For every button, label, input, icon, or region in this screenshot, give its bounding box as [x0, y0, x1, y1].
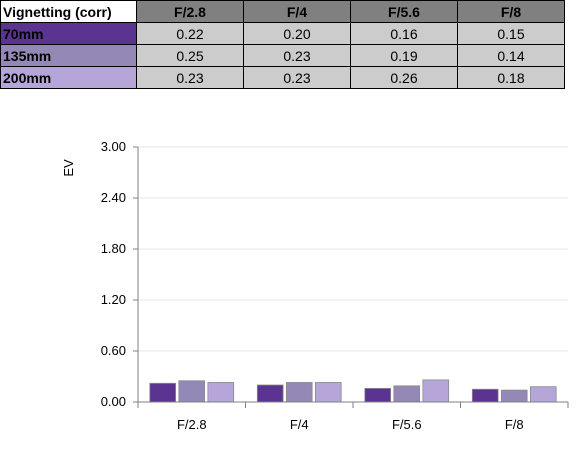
y-tick-label: 1.80	[101, 241, 126, 256]
x-tick-label: F/5.6	[392, 417, 422, 432]
row-label-135mm: 135mm	[0, 44, 137, 67]
column-header: F/4	[243, 0, 351, 23]
gridlines	[138, 146, 568, 352]
table-row: 200mm 0.23 0.23 0.26 0.18	[0, 66, 565, 89]
y-tick-label: 0.00	[101, 394, 126, 409]
column-header: F/2.8	[136, 0, 244, 23]
bar-135mm	[500, 389, 528, 403]
axes: 0.00 0.60 1.20 1.80 2.40 3.00 F/2.8 F/4 F/5.6 F/8	[101, 139, 569, 432]
bar-200mm	[314, 382, 342, 403]
table-header-row: Vignetting (corr) F/2.8 F/4 F/5.6 F/8	[0, 0, 565, 23]
table-cell: 0.18	[457, 66, 565, 89]
table-cell: 0.14	[457, 44, 565, 67]
vignetting-table: Vignetting (corr) F/2.8 F/4 F/5.6 F/8 70…	[0, 0, 565, 89]
table-corner-label: Vignetting (corr)	[0, 0, 137, 23]
y-tick-label: 2.40	[101, 190, 126, 205]
table-cell: 0.23	[243, 66, 351, 89]
bar-200mm	[529, 386, 557, 403]
table-row: 135mm 0.25 0.23 0.19 0.14	[0, 44, 565, 67]
bar-200mm	[422, 379, 450, 403]
bar-70mm	[364, 387, 392, 403]
table-cell: 0.23	[136, 66, 244, 89]
y-axis-label: EV	[61, 159, 76, 177]
table-cell: 0.26	[350, 66, 458, 89]
row-label-200mm: 200mm	[0, 66, 137, 89]
bars	[149, 379, 557, 403]
table-cell: 0.16	[350, 22, 458, 45]
y-tick-label: 1.20	[101, 292, 126, 307]
table-cell: 0.19	[350, 44, 458, 67]
x-tick-label: F/8	[505, 417, 524, 432]
table-cell: 0.23	[243, 44, 351, 67]
x-tick-label: F/2.8	[177, 417, 207, 432]
table-cell: 0.22	[136, 22, 244, 45]
y-tick-label: 3.00	[101, 139, 126, 154]
row-label-70mm: 70mm	[0, 22, 137, 45]
bar-200mm	[207, 382, 235, 403]
bar-70mm	[471, 388, 499, 403]
x-tick-label: F/4	[290, 417, 309, 432]
y-tick-label: 0.60	[101, 343, 126, 358]
bar-135mm	[285, 382, 313, 403]
bar-135mm	[393, 385, 421, 403]
bar-70mm	[256, 384, 284, 403]
column-header: F/8	[457, 0, 565, 23]
bar-135mm	[178, 380, 206, 403]
bar-70mm	[149, 382, 177, 403]
